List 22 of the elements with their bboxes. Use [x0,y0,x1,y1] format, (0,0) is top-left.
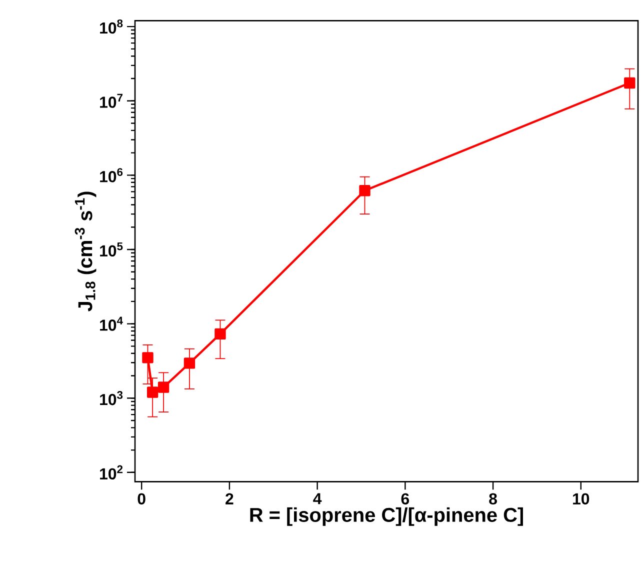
x-axis-title: R = [isoprene C]/[α-pinene C] [250,507,523,526]
point [359,185,370,196]
x-tick-label: 8 [489,493,497,504]
y-tick-label: 10$^{8}$ [100,19,123,34]
point [142,352,154,364]
point [214,328,226,340]
y-tick-label: 10$^{6}$ [100,168,123,182]
point [184,358,196,369]
y-tick-label: 10$^{4}$ [100,316,123,331]
x-tick-label: 0 [138,493,146,504]
point [146,386,158,398]
y-axis-title: J$_{1.8}$ (cm$^{-3}$ s$^{-1}$) [74,192,96,312]
x-tick-label: 10 [573,493,590,504]
x-tick-label: 2 [226,493,234,504]
point [158,382,170,393]
y-tick-label: 10$^{2}$ [100,465,123,480]
y-tick-label: 10$^{7}$ [100,94,122,108]
y-tick-label: 10$^{5}$ [100,242,123,257]
y-tick-label: 10$^{3}$ [100,391,123,406]
x-tick-label: 4 [313,493,322,504]
point [624,77,636,89]
x-tick-label: 6 [401,493,410,504]
